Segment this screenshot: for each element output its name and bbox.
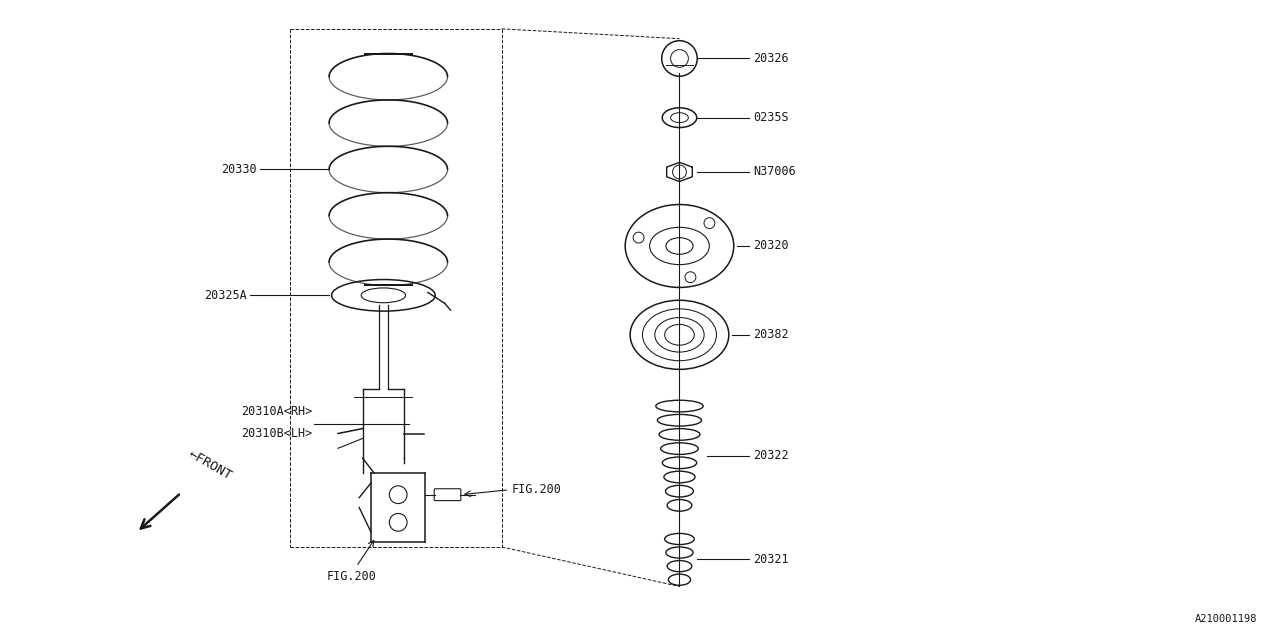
- Text: 20310A<RH>: 20310A<RH>: [241, 405, 312, 419]
- Text: N37006: N37006: [754, 166, 796, 179]
- Text: 20320: 20320: [754, 239, 790, 252]
- Text: 20310B<LH>: 20310B<LH>: [241, 427, 312, 440]
- Text: 20382: 20382: [754, 328, 790, 341]
- Text: 20321: 20321: [754, 553, 790, 566]
- Text: A210001198: A210001198: [1194, 614, 1257, 624]
- Text: 0235S: 0235S: [754, 111, 790, 124]
- Text: 20325A: 20325A: [205, 289, 247, 302]
- Text: FIG.200: FIG.200: [511, 483, 561, 496]
- Text: 20322: 20322: [754, 449, 790, 462]
- Text: 20326: 20326: [754, 52, 790, 65]
- Text: ←FRONT: ←FRONT: [186, 447, 234, 483]
- Text: 20330: 20330: [221, 163, 257, 176]
- Text: FIG.200: FIG.200: [326, 570, 376, 583]
